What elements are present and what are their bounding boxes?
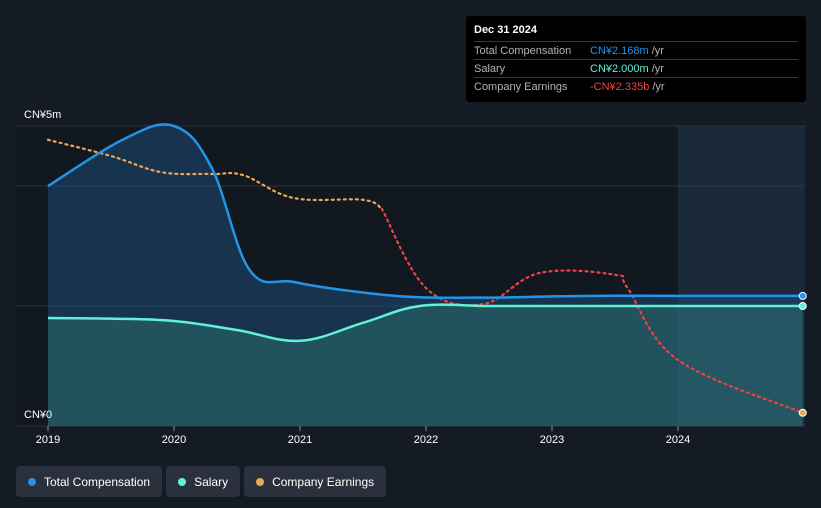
legend-item-total-compensation[interactable]: Total Compensation (16, 466, 163, 497)
legend-label: Company Earnings (272, 474, 375, 489)
tooltip-row-company-earnings: Company Earnings -CN¥2.335b /yr (474, 77, 798, 95)
company-earnings-line (46, 138, 383, 210)
x-tick-label: 2019 (36, 434, 60, 446)
chart-legend: Total Compensation Salary Company Earnin… (16, 466, 387, 497)
tooltip-unit: /yr (651, 44, 664, 57)
x-tick-label: 2020 (162, 434, 186, 446)
tooltip-label: Total Compensation (474, 44, 572, 57)
x-tick-label: 2021 (288, 434, 312, 446)
legend-dot-icon (178, 477, 187, 486)
company-earnings-marker (798, 408, 807, 417)
y-axis-label-top: CN¥5m (24, 109, 61, 121)
legend-label: Total Compensation (44, 474, 151, 489)
tooltip-unit: /yr (652, 80, 665, 93)
x-tick-label: 2022 (414, 434, 438, 446)
tooltip-label: Salary (474, 62, 506, 75)
tooltip-label: Company Earnings (474, 80, 568, 93)
company-earnings-line-negative (380, 207, 804, 414)
tooltip-value: CN¥2.168m (590, 44, 649, 57)
tooltip-date: Dec 31 2024 (474, 24, 537, 36)
tooltip-value: -CN¥2.335b (590, 80, 650, 93)
x-tick-label: 2023 (540, 434, 564, 446)
y-axis-label-bottom: CN¥0 (24, 409, 52, 421)
salary-line (47, 303, 803, 343)
tooltip-row-total-compensation: Total Compensation CN¥2.168m /yr (474, 41, 798, 59)
legend-dot-icon (28, 477, 36, 486)
data-tooltip: Dec 31 2024 Total Compensation CN¥2.168m… (466, 16, 806, 102)
tooltip-row-salary: Salary CN¥2.000m /yr (474, 59, 798, 77)
x-tick-label: 2024 (666, 434, 690, 446)
salary-marker (798, 302, 807, 310)
salary-area (48, 304, 803, 426)
tooltip-value: CN¥2.000m (590, 62, 649, 75)
legend-item-salary[interactable]: Salary (166, 466, 241, 497)
legend-label: Salary (194, 474, 229, 489)
total-compensation-line (47, 123, 803, 300)
legend-item-company-earnings[interactable]: Company Earnings (244, 466, 387, 497)
total-compensation-marker (798, 291, 807, 300)
tooltip-unit: /yr (651, 62, 664, 75)
legend-dot-icon (256, 477, 265, 486)
